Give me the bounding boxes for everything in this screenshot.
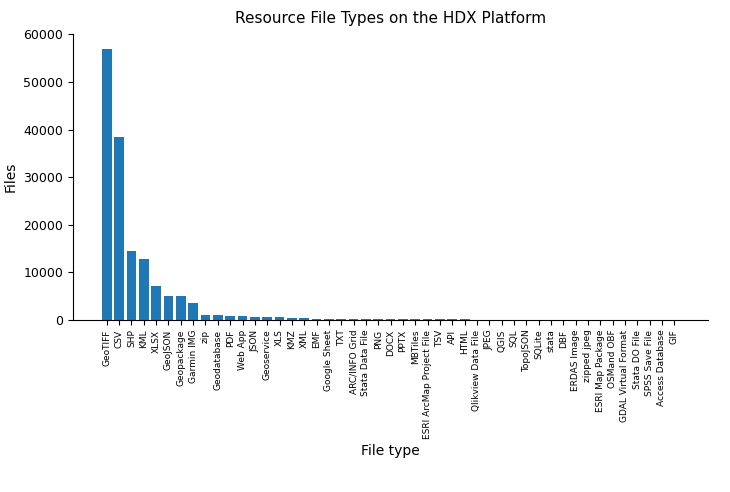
Y-axis label: Files: Files: [4, 162, 18, 192]
Bar: [312, 319, 321, 320]
Bar: [102, 49, 112, 320]
Bar: [373, 319, 383, 320]
Bar: [274, 317, 285, 320]
Bar: [287, 318, 297, 320]
Bar: [176, 297, 185, 320]
X-axis label: File type: File type: [361, 444, 420, 458]
Bar: [201, 314, 210, 320]
Bar: [398, 319, 408, 320]
Title: Resource File Types on the HDX Platform: Resource File Types on the HDX Platform: [235, 11, 546, 27]
Bar: [349, 319, 358, 320]
Bar: [188, 303, 198, 320]
Bar: [324, 319, 334, 320]
Bar: [213, 315, 223, 320]
Bar: [299, 318, 309, 320]
Bar: [262, 317, 272, 320]
Bar: [114, 137, 124, 320]
Bar: [337, 319, 346, 320]
Bar: [151, 286, 161, 320]
Bar: [385, 319, 396, 320]
Bar: [226, 315, 235, 320]
Bar: [250, 317, 260, 320]
Bar: [164, 296, 174, 320]
Bar: [126, 251, 137, 320]
Bar: [139, 259, 149, 320]
Bar: [237, 316, 247, 320]
Bar: [361, 319, 371, 320]
